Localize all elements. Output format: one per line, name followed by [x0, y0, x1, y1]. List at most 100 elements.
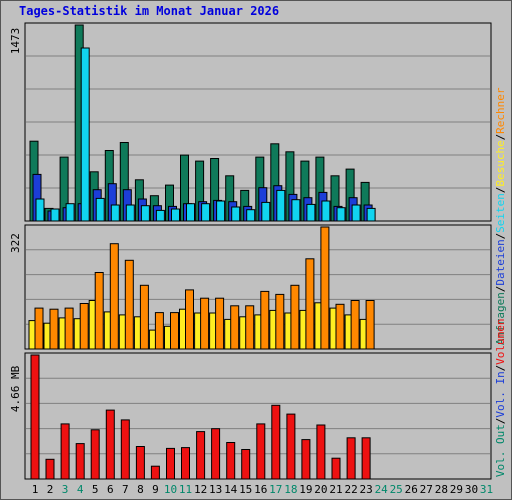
bar-volumen-day-5	[90, 429, 100, 480]
x-tick-label: 22	[344, 483, 357, 496]
bar-volumen-day-2	[45, 458, 55, 480]
bar-rechner-day-10	[170, 312, 179, 350]
bar-rechner-day-9	[154, 312, 164, 350]
legend-top-dateien: Dateien	[494, 239, 507, 285]
x-tick-label: 25	[390, 483, 403, 496]
bar-volumen-day-13	[211, 428, 221, 480]
bar-volumen-day-6	[105, 409, 115, 480]
bar-rechner-day-19	[305, 258, 315, 350]
bar-rechner-day-11	[185, 289, 194, 350]
x-tick-label: 28	[435, 483, 448, 496]
y-max-label: 322	[9, 233, 22, 253]
x-tick-label: 17	[269, 483, 282, 496]
bar-seiten-day-18	[291, 199, 301, 222]
bar-volumen-day-15	[241, 449, 251, 480]
x-tick-label: 26	[405, 483, 418, 496]
bar-seiten-day-8	[140, 205, 150, 222]
x-tick-label: 10	[164, 483, 177, 496]
bar-seiten-day-22	[351, 204, 361, 222]
bar-volumen-day-14	[226, 442, 236, 480]
bar-volumen-day-18	[286, 413, 296, 480]
bar-seiten-day-19	[306, 203, 316, 222]
bar-seiten-day-11	[186, 203, 195, 222]
bar-volumen-day-3	[60, 423, 70, 480]
bar-volumen-day-20	[316, 424, 326, 480]
bar-rechner-day-18	[290, 284, 300, 350]
y-max-label: 1473	[9, 28, 22, 55]
x-tick-label: 16	[254, 483, 267, 496]
legend-top-rechner: Rechner	[494, 87, 507, 134]
legend-top-besuche: Besuche	[494, 140, 507, 186]
bar-rechner-day-12	[200, 297, 210, 350]
legend-bottom-: /	[494, 365, 507, 372]
bar-volumen-day-4	[75, 443, 85, 480]
bar-volumen-day-1	[30, 354, 40, 480]
chart-title: Tages-Statistik im Monat Januar 2026	[19, 4, 280, 18]
bar-rechner-day-5	[94, 272, 104, 350]
x-tick-label: 29	[450, 483, 463, 496]
bar-rechner-day-22	[350, 300, 360, 350]
legend-bottom-volout: Vol. Out	[494, 424, 507, 477]
legend-top-anfragen: Anfragen	[494, 292, 507, 345]
bar-volumen-day-16	[256, 423, 266, 480]
bar-seiten-day-12	[201, 203, 211, 222]
bar-rechner-day-4	[79, 303, 89, 350]
x-tick-label: 24	[375, 483, 389, 496]
bar-seiten-day-3	[65, 203, 75, 222]
x-tick-label: 1	[32, 483, 39, 496]
bar-rechner-day-13	[215, 297, 225, 350]
legend-top-seiten: Seiten	[494, 193, 507, 233]
bar-seiten-day-20	[321, 200, 331, 222]
x-tick-label: 5	[92, 483, 99, 496]
bar-rechner-day-7	[124, 259, 134, 350]
bar-rechner-day-23	[365, 300, 375, 350]
x-tick-label: 19	[299, 483, 312, 496]
bar-volumen-day-10	[166, 447, 175, 480]
bar-volumen-day-8	[135, 446, 145, 480]
bar-seiten-day-10	[171, 208, 180, 222]
bar-volumen-day-12	[196, 431, 206, 480]
x-tick-label: 13	[209, 483, 222, 496]
bar-volumen-day-22	[346, 437, 356, 480]
x-tick-label: 14	[224, 483, 238, 496]
bar-rechner-day-21	[335, 303, 345, 350]
bar-volumen-day-19	[301, 439, 311, 480]
bar-rechner-day-3	[64, 307, 74, 350]
x-tick-label: 9	[152, 483, 159, 496]
bar-volumen-day-7	[120, 419, 130, 480]
bar-rechner-day-8	[139, 284, 149, 350]
bar-seiten-day-23	[366, 207, 376, 222]
x-tick-label: 18	[284, 483, 297, 496]
legend-top-: /	[494, 233, 507, 240]
legend-bottom-volin: Vol. In	[494, 371, 507, 417]
bar-seiten-day-21	[336, 207, 346, 222]
x-tick-label: 7	[122, 483, 129, 496]
bar-seiten-day-14	[231, 206, 241, 222]
bar-seiten-day-17	[276, 189, 286, 222]
bar-volumen-day-11	[181, 447, 190, 480]
bar-rechner-day-1	[34, 307, 44, 350]
x-tick-label: 15	[239, 483, 252, 496]
bar-rechner-day-16	[260, 290, 270, 350]
bar-volumen-day-9	[150, 465, 160, 480]
bar-seiten-day-16	[261, 201, 271, 222]
y-max-label: 4.66 MB	[9, 365, 22, 412]
bar-volumen-day-21	[331, 457, 341, 480]
bar-rechner-day-6	[109, 243, 119, 350]
legend-top-: /	[494, 286, 507, 293]
x-tick-label: 2	[47, 483, 54, 496]
x-tick-label: 8	[137, 483, 144, 496]
bar-seiten-day-15	[246, 209, 256, 222]
bar-rechner-day-14	[230, 305, 240, 350]
x-tick-label: 30	[465, 483, 478, 496]
bar-seiten-day-1	[35, 198, 45, 222]
x-tick-label: 20	[314, 483, 327, 496]
bar-seiten-day-13	[216, 200, 226, 222]
x-tick-label: 31	[480, 483, 493, 496]
bar-seiten-day-2	[50, 208, 60, 222]
bar-rechner-day-17	[275, 293, 285, 350]
bar-volumen-day-17	[271, 404, 281, 480]
x-tick-label: 12	[194, 483, 207, 496]
